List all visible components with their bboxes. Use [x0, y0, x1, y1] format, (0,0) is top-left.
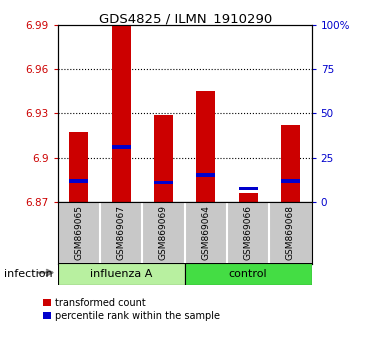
Text: infection: infection	[4, 269, 52, 279]
Legend: transformed count, percentile rank within the sample: transformed count, percentile rank withi…	[39, 294, 224, 325]
Text: GSM869066: GSM869066	[244, 205, 253, 260]
Text: GSM869068: GSM869068	[286, 205, 295, 260]
Bar	[281, 125, 300, 202]
Bar	[154, 181, 173, 184]
Bar	[196, 173, 215, 177]
Bar	[112, 145, 131, 149]
Bar	[196, 91, 215, 202]
Text: GDS4825 / ILMN_1910290: GDS4825 / ILMN_1910290	[99, 12, 272, 25]
Text: GSM869069: GSM869069	[159, 205, 168, 260]
Text: influenza A: influenza A	[90, 269, 152, 279]
Text: GSM869065: GSM869065	[74, 205, 83, 260]
Text: GSM869067: GSM869067	[116, 205, 125, 260]
Bar	[239, 187, 257, 190]
Text: GSM869064: GSM869064	[201, 205, 210, 260]
Bar	[69, 179, 88, 183]
Bar	[112, 25, 131, 202]
Bar	[239, 193, 257, 202]
Bar	[185, 263, 312, 285]
Bar	[58, 263, 185, 285]
Bar	[281, 179, 300, 183]
Text: control: control	[229, 269, 267, 279]
Bar	[69, 132, 88, 202]
Bar	[154, 115, 173, 202]
